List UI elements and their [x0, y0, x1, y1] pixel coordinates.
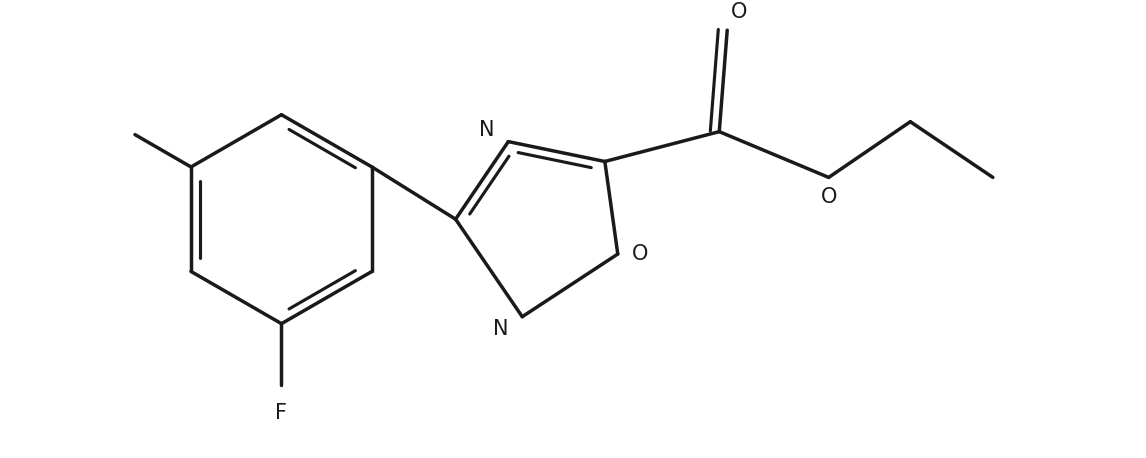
- Text: O: O: [731, 2, 747, 22]
- Text: O: O: [821, 187, 837, 207]
- Text: F: F: [275, 403, 288, 423]
- Text: N: N: [493, 319, 508, 338]
- Text: O: O: [631, 244, 647, 264]
- Text: N: N: [479, 120, 494, 140]
